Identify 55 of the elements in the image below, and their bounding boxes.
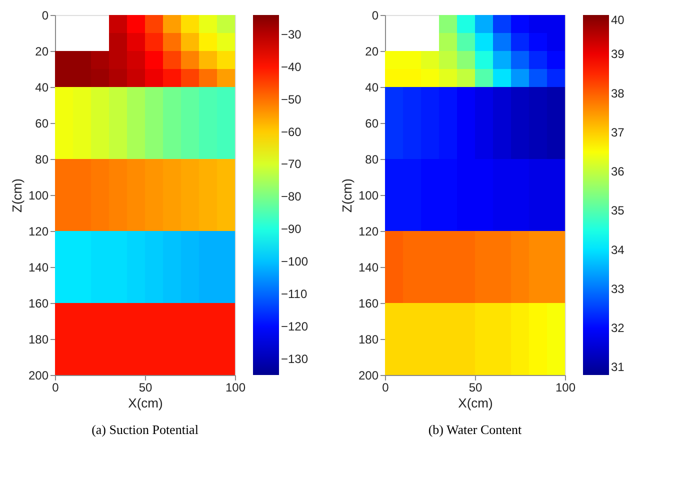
color-bar-label: 34	[611, 242, 625, 257]
x-axis-title: X(cm)	[128, 396, 163, 410]
y-tick-label: 160	[358, 296, 379, 310]
y-tick-label: 60	[365, 116, 379, 130]
color-bar-label: −40	[281, 60, 302, 74]
color-bar-label: −60	[281, 124, 302, 139]
color-bar-label: −30	[281, 27, 302, 42]
y-tick-label: 20	[35, 44, 49, 58]
color-bar-label: 39	[611, 47, 625, 62]
y-tick-label: 120	[28, 224, 49, 238]
y-tick-label: 180	[28, 332, 49, 346]
y-tick-label: 140	[28, 260, 49, 274]
y-tick-label: 100	[28, 188, 49, 202]
color-bar-label: 33	[611, 282, 625, 296]
color-bar-label: 37	[611, 125, 625, 140]
x-tick-label: 100	[555, 380, 576, 394]
y-tick-label: 200	[28, 368, 49, 382]
color-bar-label: −130	[281, 352, 308, 366]
y-tick-label: 0	[372, 8, 379, 22]
x-tick-label: 0	[52, 380, 60, 394]
text: (b) Water Content	[428, 422, 522, 437]
y-tick-label: 160	[28, 296, 49, 310]
y-tick-label: 140	[358, 260, 379, 274]
y-tick-label: 120	[358, 224, 379, 238]
y-tick-label: 180	[358, 332, 379, 346]
y-tick-label: 0	[42, 8, 49, 22]
color-bar-label: 31	[611, 360, 625, 374]
y-tick-label: 80	[35, 152, 49, 166]
x-tick-label: 50	[138, 380, 152, 394]
y-tick-label: 100	[358, 188, 379, 202]
color-bar-label: −120	[281, 319, 308, 334]
color-bar-label: −90	[281, 222, 302, 236]
y-tick-label: 80	[365, 152, 379, 166]
y-tick-label: 40	[365, 80, 379, 94]
color-bar-label: −110	[281, 286, 308, 301]
color-bar-label: 40	[611, 13, 625, 27]
y-tick-label: 200	[358, 368, 379, 382]
x-tick-label: 50	[468, 380, 482, 394]
text: (a) Suction Potential	[92, 422, 199, 437]
x-tick-label: 100	[225, 380, 246, 394]
color-bar-label: 36	[611, 164, 625, 179]
y-axis-title: Z(cm)	[339, 178, 354, 212]
x-axis-title: X(cm)	[458, 396, 493, 410]
color-bar-label: −70	[281, 157, 302, 172]
y-tick-label: 40	[35, 80, 49, 94]
y-tick-label: 60	[35, 116, 49, 130]
y-tick-label: 20	[365, 44, 379, 58]
y-axis-title: Z(cm)	[9, 178, 24, 212]
color-bar-label: 38	[611, 86, 625, 100]
color-bar-label: 35	[611, 204, 625, 218]
color-bar-label: 32	[611, 321, 625, 336]
color-bar-label: −100	[281, 254, 308, 268]
color-bar-label: −80	[281, 190, 302, 204]
color-bar-label: −50	[281, 92, 302, 106]
x-tick-label: 0	[382, 380, 390, 394]
